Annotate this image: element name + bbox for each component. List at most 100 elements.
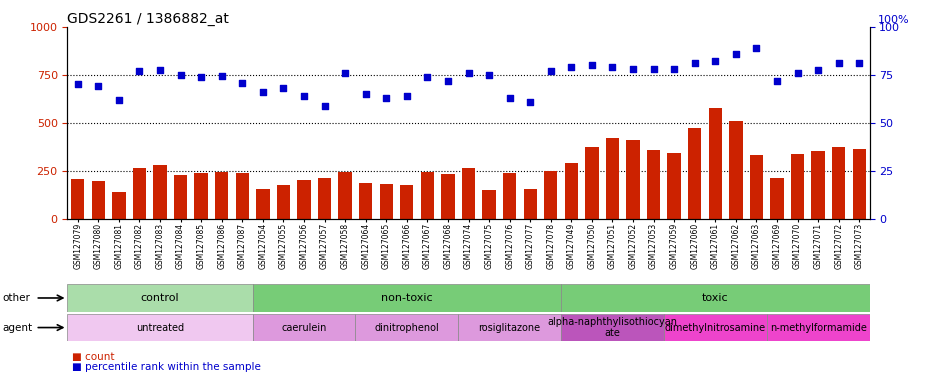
Bar: [214, 172, 228, 219]
Bar: [664, 314, 766, 341]
Point: [646, 66, 661, 72]
Bar: [358, 184, 372, 219]
Point: [399, 93, 414, 99]
Text: alpha-naphthylisothiocyan
ate: alpha-naphthylisothiocyan ate: [547, 317, 677, 338]
Text: ■ percentile rank within the sample: ■ percentile rank within the sample: [72, 362, 261, 372]
Bar: [112, 192, 125, 219]
Point: [337, 70, 352, 76]
Point: [214, 73, 229, 79]
Text: dimethylnitrosamine: dimethylnitrosamine: [664, 323, 765, 333]
Text: n-methylformamide: n-methylformamide: [768, 323, 866, 333]
Point: [275, 85, 290, 91]
Bar: [766, 314, 869, 341]
Point: [707, 58, 722, 65]
Bar: [67, 284, 253, 312]
Point: [789, 70, 804, 76]
Point: [563, 64, 578, 70]
Bar: [276, 185, 290, 219]
Point: [605, 64, 620, 70]
Point: [768, 78, 783, 84]
Point: [153, 67, 168, 73]
Point: [748, 45, 763, 51]
Text: non-toxic: non-toxic: [381, 293, 432, 303]
Bar: [420, 172, 433, 219]
Text: other: other: [3, 293, 31, 303]
Point: [378, 95, 393, 101]
Bar: [503, 173, 516, 219]
Bar: [544, 171, 557, 219]
Text: 100%: 100%: [877, 15, 908, 25]
Point: [727, 51, 742, 57]
Point: [132, 68, 147, 74]
Point: [316, 103, 331, 109]
Point: [256, 89, 271, 95]
Text: dinitrophenol: dinitrophenol: [374, 323, 439, 333]
Bar: [728, 121, 741, 219]
Bar: [585, 147, 598, 219]
Bar: [811, 151, 824, 219]
Point: [625, 66, 640, 72]
Bar: [235, 173, 249, 219]
Text: toxic: toxic: [701, 293, 728, 303]
Bar: [561, 284, 869, 312]
Text: agent: agent: [3, 323, 33, 333]
Point: [194, 74, 209, 80]
Bar: [523, 189, 536, 219]
Point: [358, 91, 373, 97]
Bar: [355, 314, 458, 341]
Bar: [92, 182, 105, 219]
Point: [461, 70, 475, 76]
Bar: [646, 150, 660, 219]
Point: [419, 74, 434, 80]
Point: [235, 79, 250, 86]
Bar: [317, 177, 330, 219]
Point: [543, 68, 558, 74]
Bar: [561, 314, 664, 341]
Bar: [625, 140, 639, 219]
Bar: [441, 174, 454, 219]
Point: [810, 67, 825, 73]
Point: [111, 97, 126, 103]
Bar: [461, 168, 475, 219]
Point: [481, 72, 496, 78]
Bar: [253, 284, 561, 312]
Point: [522, 99, 537, 105]
Bar: [482, 190, 495, 219]
Bar: [67, 314, 253, 341]
Bar: [400, 185, 413, 219]
Bar: [708, 108, 722, 219]
Point: [502, 95, 517, 101]
Bar: [154, 165, 167, 219]
Bar: [852, 149, 865, 219]
Bar: [174, 175, 187, 219]
Text: rosiglitazone: rosiglitazone: [478, 323, 540, 333]
Bar: [338, 172, 351, 219]
Point: [584, 62, 599, 68]
Bar: [379, 184, 392, 219]
Bar: [256, 189, 270, 219]
Point: [686, 60, 701, 66]
Bar: [564, 163, 578, 219]
Text: untreated: untreated: [136, 323, 183, 333]
Point: [296, 93, 311, 99]
Bar: [195, 173, 208, 219]
Point: [830, 60, 845, 66]
Text: ■ count: ■ count: [72, 352, 114, 362]
Bar: [687, 127, 701, 219]
Bar: [769, 177, 782, 219]
Point: [851, 60, 866, 66]
Bar: [133, 168, 146, 219]
Bar: [666, 152, 680, 219]
Bar: [831, 147, 844, 219]
Text: GDS2261 / 1386882_at: GDS2261 / 1386882_at: [67, 12, 229, 26]
Bar: [253, 314, 355, 341]
Bar: [606, 138, 619, 219]
Bar: [297, 180, 311, 219]
Bar: [749, 155, 762, 219]
Bar: [790, 154, 803, 219]
Point: [665, 66, 680, 72]
Text: control: control: [140, 293, 179, 303]
Point: [440, 78, 455, 84]
Text: caerulein: caerulein: [281, 323, 327, 333]
Point: [70, 81, 85, 88]
